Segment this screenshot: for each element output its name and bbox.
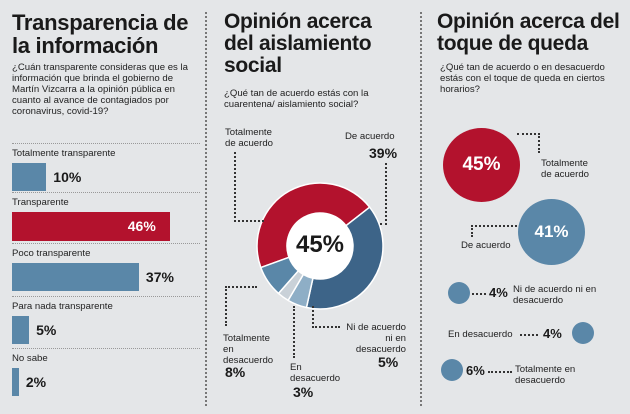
leader-line bbox=[234, 152, 264, 222]
curfew-question: ¿Qué tan de acuerdo o en desacuerdo está… bbox=[440, 62, 605, 95]
row-divider bbox=[12, 296, 200, 297]
donut-label-ni-de-acuerdo: Ni de acuerdo ni en desacuerdo bbox=[346, 322, 406, 355]
isolation-donut-chart bbox=[256, 182, 384, 310]
bubble-value-totalmente-en-desacuerdo: 6% bbox=[466, 363, 485, 378]
bubble-totalmente-en-desacuerdo bbox=[441, 359, 463, 381]
bar-0 bbox=[12, 163, 47, 191]
bubble-label-totalmente-de-acuerdo: Totalmente de acuerdo bbox=[541, 158, 590, 180]
isolation-title: Opinión acerca del aislamiento social bbox=[224, 10, 372, 77]
bubble-en-desacuerdo bbox=[572, 322, 594, 344]
bar-label: No sabe bbox=[12, 353, 48, 364]
bar-value: 2% bbox=[25, 374, 47, 390]
leader-line bbox=[380, 163, 387, 225]
donut-value-ni-de-acuerdo: 5% bbox=[378, 354, 399, 370]
leader-line bbox=[488, 371, 512, 373]
leader-line bbox=[517, 133, 540, 153]
bar-label: Poco transparente bbox=[12, 248, 91, 259]
transparency-question: ¿Cuán transparente consideras que es la … bbox=[12, 62, 188, 117]
bar-2 bbox=[12, 263, 139, 291]
bubble-label-de-acuerdo: De acuerdo bbox=[461, 240, 511, 251]
bar-value: 37% bbox=[145, 269, 174, 285]
row-divider bbox=[12, 243, 200, 244]
donut-hole bbox=[287, 213, 353, 279]
bar-value: 5% bbox=[36, 322, 57, 338]
leader-line bbox=[472, 293, 486, 295]
bubble-value-en-desacuerdo: 4% bbox=[543, 326, 562, 341]
row-divider bbox=[12, 348, 200, 349]
donut-label-de-acuerdo: De acuerdo bbox=[345, 131, 395, 142]
bubble-label-ni-de-acuerdo: Ni de acuerdo ni en desacuerdo bbox=[513, 284, 597, 306]
bubble-value: 45% bbox=[462, 154, 501, 175]
row-divider bbox=[12, 192, 200, 193]
bubble-ni-de-acuerdo bbox=[448, 282, 470, 304]
row-divider bbox=[12, 143, 200, 144]
column-divider bbox=[420, 12, 422, 406]
leader-line bbox=[225, 286, 257, 326]
curfew-title: Opinión acerca del toque de queda bbox=[437, 10, 620, 55]
bar-1 bbox=[12, 212, 170, 241]
donut-value-totalmente-en-desacuerdo: 8% bbox=[225, 364, 246, 380]
donut-label-en-desacuerdo: En desacuerdo bbox=[290, 362, 341, 384]
bar-value: 10% bbox=[53, 169, 82, 185]
bar-4 bbox=[12, 368, 19, 396]
bar-3 bbox=[12, 316, 30, 344]
donut-value-en-desacuerdo: 3% bbox=[293, 384, 314, 400]
bubble-label-en-desacuerdo: En desacuerdo bbox=[448, 329, 513, 340]
bar-label: Para nada transparente bbox=[12, 301, 113, 312]
leader-line bbox=[312, 306, 340, 328]
column-divider bbox=[205, 12, 207, 406]
donut-label-totalmente-en-desacuerdo: Totalmente en desacuerdo bbox=[223, 333, 274, 366]
leader-line bbox=[471, 225, 517, 237]
bubble-de-acuerdo: 41% bbox=[518, 199, 585, 265]
bar-label: Transparente bbox=[12, 197, 69, 208]
bubble-value-ni-de-acuerdo: 4% bbox=[489, 285, 508, 300]
leader-line bbox=[293, 306, 295, 358]
transparency-title: Transparencia de la información bbox=[12, 10, 189, 58]
bubble-totalmente-de-acuerdo: 45% bbox=[443, 128, 520, 202]
bar-label: Totalmente transparente bbox=[12, 148, 116, 159]
bubble-label-totalmente-en-desacuerdo: Totalmente en desacuerdo bbox=[515, 364, 576, 386]
donut-value-de-acuerdo: 39% bbox=[369, 145, 398, 161]
isolation-question: ¿Qué tan de acuerdo estás con la cuarent… bbox=[224, 88, 369, 110]
donut-center-label: 45% bbox=[295, 231, 345, 258]
bar-value: 46% bbox=[127, 218, 156, 234]
donut-label-totalmente-de-acuerdo: Totalmente de acuerdo bbox=[225, 127, 274, 149]
bubble-value: 41% bbox=[534, 222, 569, 241]
leader-line bbox=[520, 334, 538, 336]
